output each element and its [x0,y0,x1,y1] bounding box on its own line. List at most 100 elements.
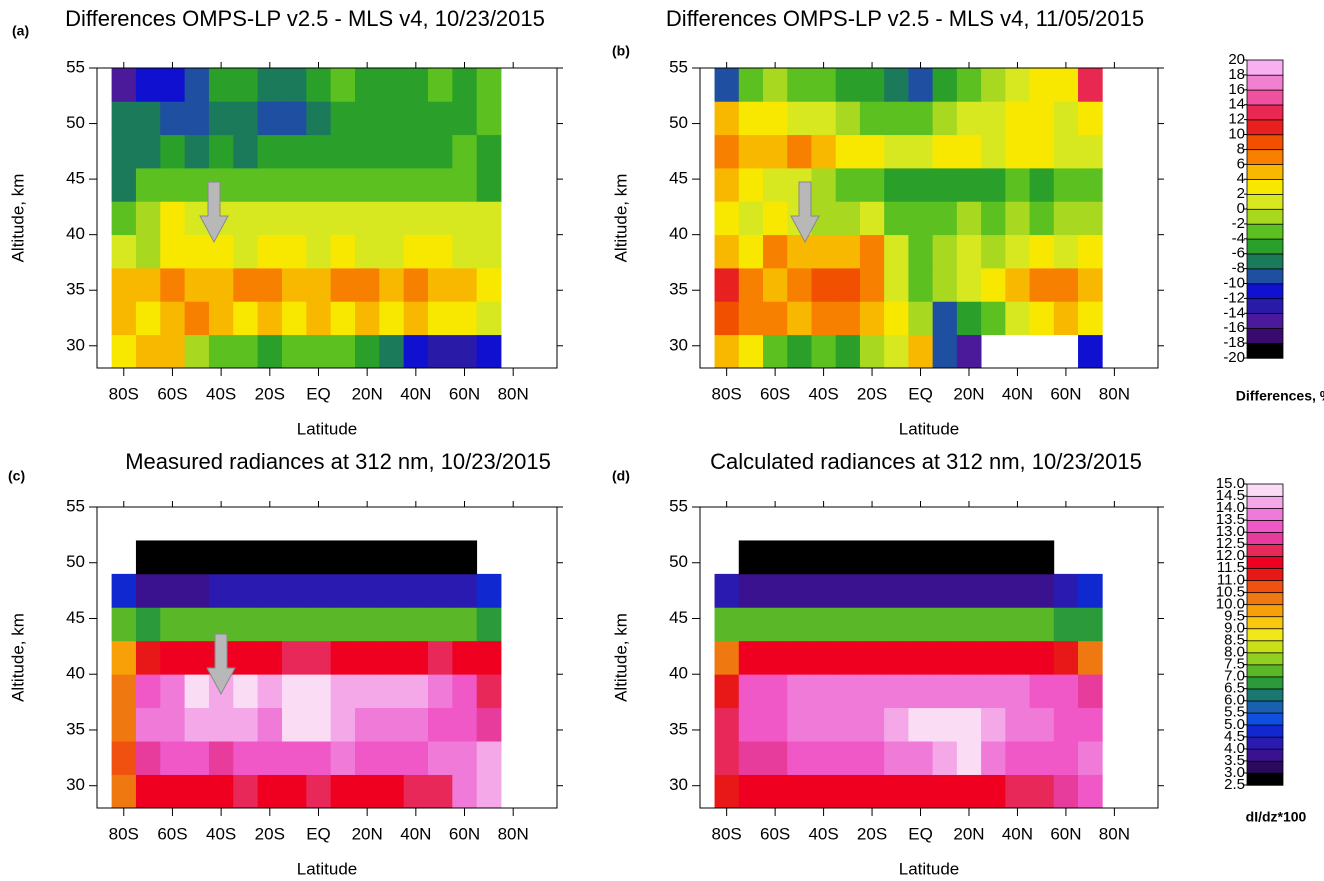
heat-cell [738,674,764,709]
colorbar-swatch [1246,507,1284,521]
heat-cell [354,573,380,608]
heat-cell [1005,134,1030,169]
heat-cell [981,573,1006,608]
heat-cell [403,301,429,336]
heat-cell [257,774,283,809]
heat-cell [281,101,307,136]
heat-cell [908,741,934,775]
heat-cell [1029,234,1055,269]
heat-cell [306,774,332,809]
heat-cell [135,774,161,809]
plot-frame [96,506,558,809]
x-tick-label: 40S [808,824,838,843]
heat-cell [932,68,958,102]
heat-cell [354,774,380,809]
heat-cell [257,234,283,269]
heat-cell [233,674,259,709]
heat-cell [738,707,764,742]
heat-cell [111,268,137,302]
heat-cell [714,101,740,136]
heat-cell [884,674,909,709]
x-tick-label: 80N [498,824,529,843]
heat-cell [859,674,885,709]
heat-cell [233,268,259,302]
heat-cell [184,674,210,709]
heat-cell [111,573,137,608]
heat-cell [403,334,429,369]
heat-cell [452,674,478,709]
heat-cell [738,134,764,169]
y-tick-label: 30 [669,335,688,354]
heat-cell [1053,674,1079,709]
y-tick-label: 35 [669,280,688,299]
heat-cell [738,168,764,202]
heat-cell [184,707,210,742]
heat-cell [281,68,307,102]
heat-cell [956,540,982,575]
heat-cell [428,201,453,236]
heat-cell [932,573,958,608]
heat-cell [1053,268,1079,302]
y-tick-label: 50 [66,113,85,132]
heat-cell [184,301,210,336]
heat-cell [184,774,210,809]
heat-cell [1005,68,1030,102]
heat-cell [428,234,453,269]
y-tick-label: 55 [669,57,688,76]
heat-cell [884,774,909,809]
heat-cell [738,607,764,642]
heat-cell [738,201,764,236]
heat-cell [1029,301,1055,336]
heat-cell [403,540,429,575]
heat-cell [908,774,934,809]
x-tick-label: 40N [1002,824,1033,843]
heat-cell [884,68,909,102]
heat-cell [257,573,283,608]
heat-cell [184,640,210,675]
heat-cell [379,301,405,336]
heat-cell [908,707,934,742]
heat-cell [787,134,812,169]
heat-cell [257,68,283,102]
heat-cell [859,201,885,236]
panel-label: (a) [12,23,29,39]
y-tick-label: 35 [66,280,85,299]
y-axis-label: Altitude, km [611,613,630,702]
colorbar-swatch [1246,664,1284,678]
heat-cell [738,234,764,269]
heat-cell [403,573,429,608]
heat-cell [1078,234,1103,269]
y-axis-label: Altitude, km [8,174,27,263]
heat-cell [1078,707,1103,742]
heat-cell [811,334,837,369]
heat-cell [738,301,764,336]
heat-cell [1005,707,1030,742]
heat-cell [1005,573,1030,608]
heat-cell [738,573,764,608]
x-tick-label: 20S [255,824,285,843]
x-tick-label: 20S [857,824,887,843]
heat-cell [787,674,812,709]
heat-cell [981,674,1006,709]
heat-cell [811,134,837,169]
heat-cell [884,301,909,336]
heat-cell [233,540,259,575]
colorbar-tick-label: 13.0 [1216,523,1245,540]
heat-cell [379,234,405,269]
heat-cell [1029,101,1055,136]
colorbar-swatch [1246,555,1284,569]
heat-cell [787,540,812,575]
heat-cell [403,168,429,202]
x-tick-label: 40N [400,824,431,843]
panel-label: (b) [612,43,630,59]
colorbar-swatch [1246,591,1284,606]
x-tick-label: 20N [953,824,984,843]
heat-cell [932,607,958,642]
heat-cell [884,540,909,575]
colorbar-swatch [1246,579,1284,594]
heat-cell [908,268,934,302]
heat-cell [111,301,137,336]
heat-cell [428,268,453,302]
heat-cell [354,707,380,742]
heat-cell [476,134,502,169]
